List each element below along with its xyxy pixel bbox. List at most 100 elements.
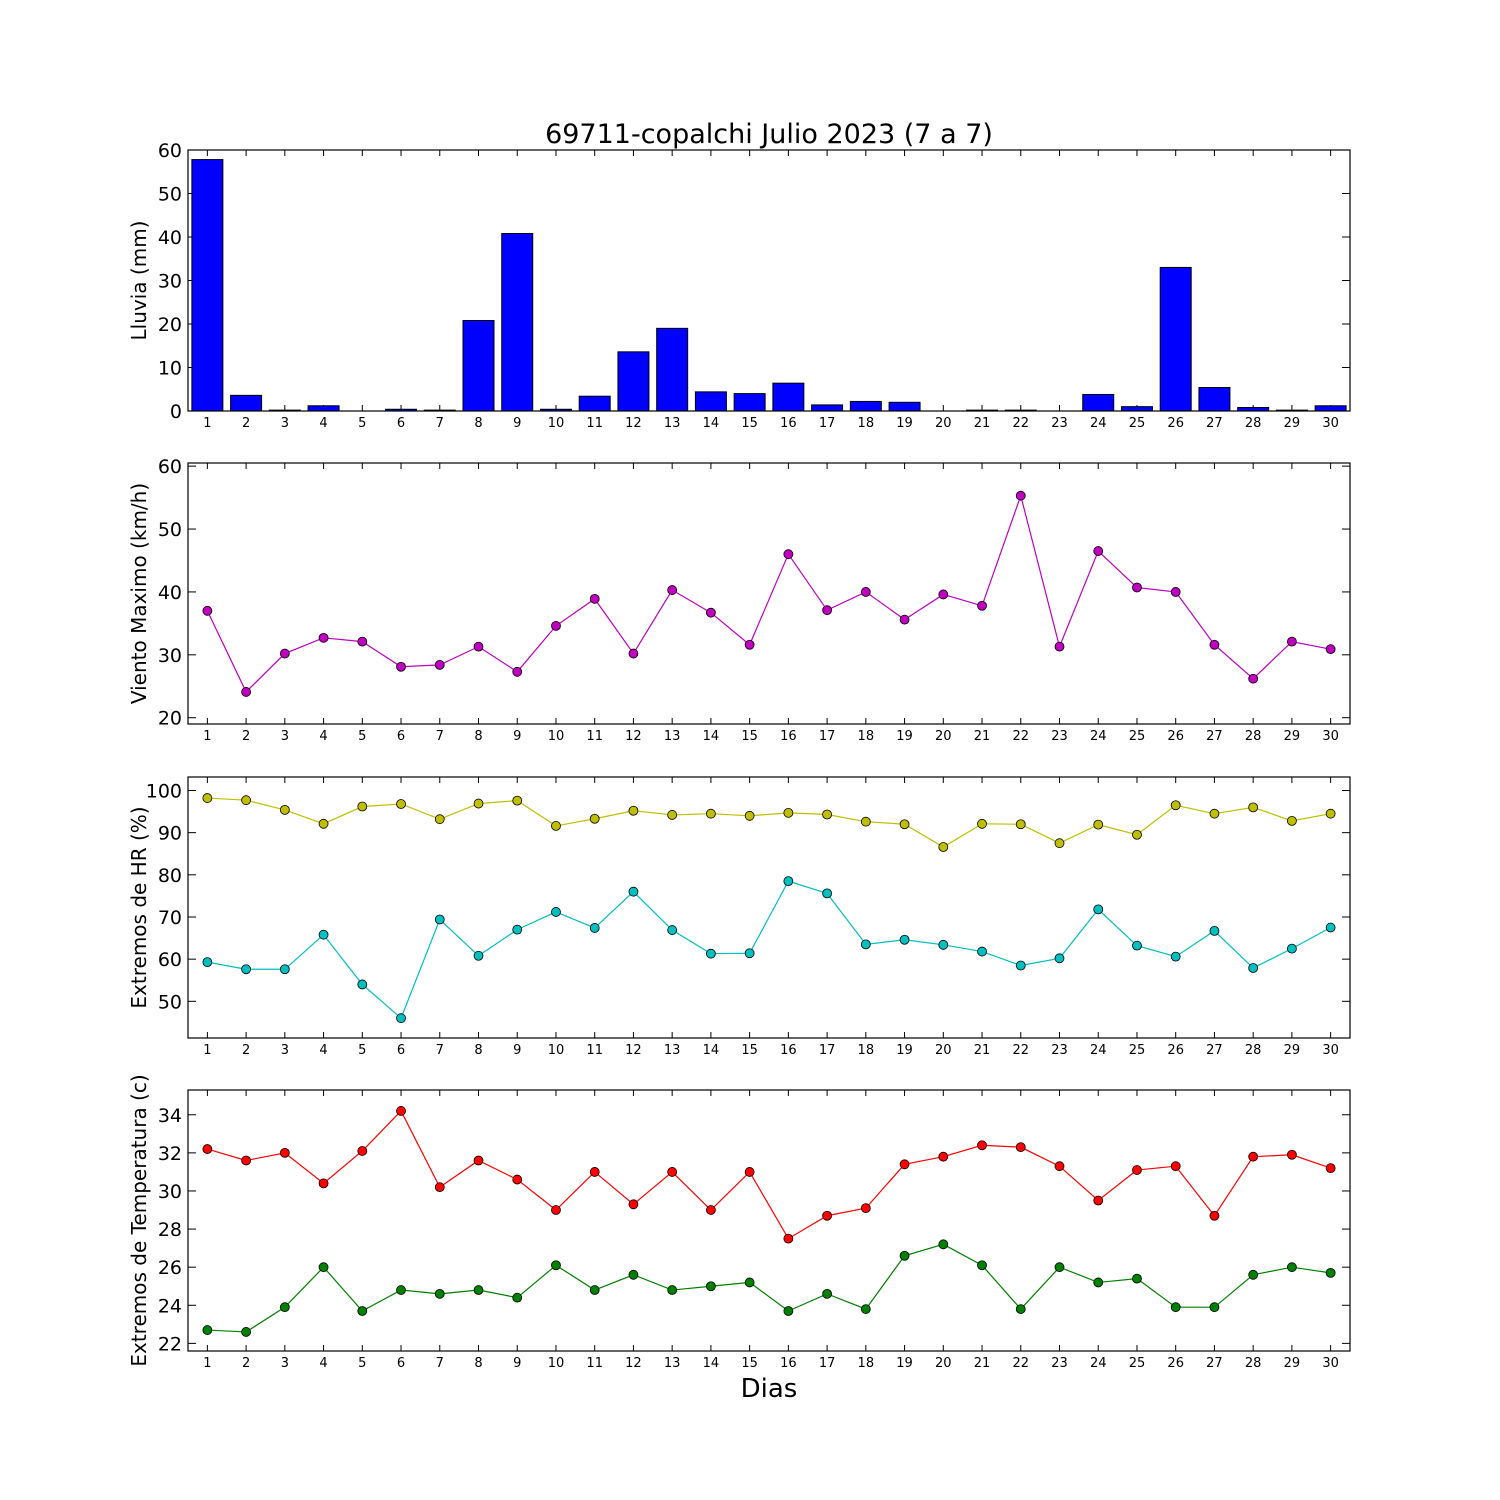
x-tick-label: 13 <box>664 729 681 744</box>
x-tick-label: 4 <box>319 729 327 744</box>
data-point <box>551 1205 561 1215</box>
data-point <box>241 1327 252 1337</box>
x-tick-label: 10 <box>548 416 565 431</box>
data-point <box>938 589 949 600</box>
data-point <box>706 948 716 959</box>
data-point <box>512 795 523 806</box>
data-point <box>551 907 561 917</box>
x-tick-label: 21 <box>974 1356 991 1371</box>
bar <box>617 351 650 412</box>
x-tick-label: 4 <box>319 416 327 431</box>
x-tick-label: 20 <box>935 1043 952 1058</box>
bar <box>1198 387 1231 412</box>
data-point <box>899 819 910 830</box>
x-tick-label: 8 <box>474 729 482 744</box>
data-point <box>628 648 639 659</box>
x-tick-label: 28 <box>1245 729 1262 744</box>
data-point <box>628 886 639 897</box>
data-point <box>667 585 678 595</box>
data-point <box>860 816 871 827</box>
plot-frame <box>187 1089 1351 1352</box>
data-point <box>899 1250 910 1261</box>
x-tick-label: 30 <box>1322 729 1339 744</box>
data-point <box>977 1260 987 1271</box>
x-tick-label: 15 <box>741 1043 758 1058</box>
y-tick-label: 40 <box>158 227 182 249</box>
data-point <box>783 807 794 818</box>
data-point <box>396 1285 406 1295</box>
y-tick-label: 22 <box>158 1333 182 1355</box>
data-point <box>938 1151 949 1162</box>
y-tick-label: 24 <box>158 1295 182 1317</box>
x-tick-label: 19 <box>896 729 913 744</box>
x-tick-label: 10 <box>548 1356 565 1371</box>
data-point <box>822 888 832 899</box>
bar <box>1082 393 1115 412</box>
x-tick-label: 15 <box>741 1356 758 1371</box>
y-tick-label: 90 <box>158 823 182 845</box>
x-tick-label: 4 <box>319 1043 327 1058</box>
y-tick-label: 26 <box>158 1257 182 1279</box>
data-point <box>357 1146 368 1156</box>
data-point <box>589 1285 600 1295</box>
data-point <box>744 810 755 821</box>
x-tick-label: 3 <box>281 1043 289 1058</box>
x-tick-label: 18 <box>858 1356 875 1371</box>
x-tick-label: 24 <box>1090 1356 1107 1371</box>
data-point <box>589 813 600 824</box>
data-point <box>551 1260 561 1271</box>
x-tick-label: 20 <box>935 416 952 431</box>
x-tick-label: 12 <box>625 1043 642 1058</box>
x-tick-label: 8 <box>474 1043 482 1058</box>
plot-frame <box>187 149 1351 412</box>
x-tick-label: 28 <box>1245 416 1262 431</box>
data-point <box>860 1304 871 1314</box>
data-point <box>899 1159 910 1170</box>
data-point <box>1015 819 1026 830</box>
x-tick-label: 11 <box>586 729 603 744</box>
x-tick-label: 30 <box>1322 1043 1339 1058</box>
x-tick-label: 22 <box>1012 729 1029 744</box>
bar <box>733 393 766 412</box>
x-tick-label: 4 <box>319 1356 327 1371</box>
y-tick-label: 34 <box>158 1105 182 1127</box>
series-line <box>207 880 1331 1020</box>
x-tick-label: 7 <box>436 1043 444 1058</box>
x-tick-label: 17 <box>819 1043 836 1058</box>
x-tick-label: 19 <box>896 1043 913 1058</box>
data-point <box>628 805 639 816</box>
y-tick-label: 80 <box>158 865 182 887</box>
x-tick-label: 15 <box>741 729 758 744</box>
data-point <box>1325 922 1336 933</box>
y-tick-label: 28 <box>158 1219 182 1241</box>
data-point <box>473 641 484 652</box>
data-point <box>706 808 716 819</box>
data-point <box>1248 802 1259 813</box>
data-point <box>1325 1163 1336 1174</box>
x-tick-label: 20 <box>935 1356 952 1371</box>
data-point <box>202 1144 213 1154</box>
data-point <box>1170 1161 1181 1172</box>
y-tick-label: 60 <box>158 456 182 478</box>
x-tick-label: 26 <box>1167 729 1184 744</box>
data-point <box>938 1239 949 1250</box>
data-point <box>860 939 871 950</box>
x-tick-label: 16 <box>780 416 797 431</box>
data-point <box>1325 808 1336 819</box>
data-point <box>396 1013 406 1024</box>
x-tick-label: 23 <box>1051 729 1068 744</box>
bar <box>772 382 805 412</box>
x-tick-label: 29 <box>1284 1356 1301 1371</box>
x-tick-label: 21 <box>974 729 991 744</box>
x-tick-label: 29 <box>1284 729 1301 744</box>
x-tick-label: 1 <box>203 1043 211 1058</box>
data-point <box>860 587 871 597</box>
data-point <box>241 1155 252 1166</box>
data-point <box>822 809 832 820</box>
data-point <box>667 1167 678 1177</box>
data-point <box>357 979 368 990</box>
data-point <box>1170 800 1181 811</box>
bar <box>462 320 495 412</box>
